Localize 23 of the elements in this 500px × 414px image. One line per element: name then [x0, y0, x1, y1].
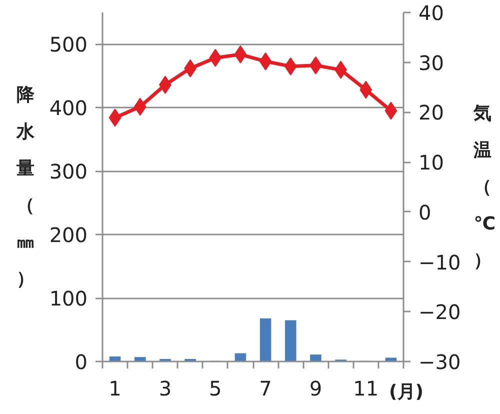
- x-tick-label: 3: [158, 376, 172, 400]
- y-tick-label: 200: [49, 223, 88, 248]
- y2-tick-label: −10: [418, 250, 461, 274]
- x-tick-label: 1: [108, 376, 122, 400]
- y2-tick-label: 10: [418, 150, 444, 175]
- y2-tick-label: 40: [418, 1, 444, 25]
- y2-tick-label: −20: [418, 300, 461, 324]
- x-tick-label: 11: [353, 376, 379, 400]
- y-axis-title: 降水量（㎜）: [15, 84, 36, 290]
- y-tick-label: 0: [74, 350, 88, 374]
- y-tick-label: 300: [49, 160, 88, 184]
- y2-tick-label: 20: [418, 100, 444, 125]
- y-tick-label: 500: [49, 32, 88, 57]
- y-tick-label: 100: [49, 286, 88, 311]
- x-tick-label: 5: [209, 376, 222, 400]
- y2-tick-label: 0: [418, 200, 432, 224]
- y2-axis-title: 気温（℃）: [472, 103, 496, 271]
- y2-tick-label: 30: [418, 50, 444, 75]
- y2-tick-label: −30: [418, 350, 461, 374]
- y-tick-label: 400: [49, 96, 88, 120]
- x-tick-label: 7: [259, 376, 272, 400]
- x-axis-title: (月): [389, 382, 424, 402]
- x-tick-label: 9: [309, 376, 322, 400]
